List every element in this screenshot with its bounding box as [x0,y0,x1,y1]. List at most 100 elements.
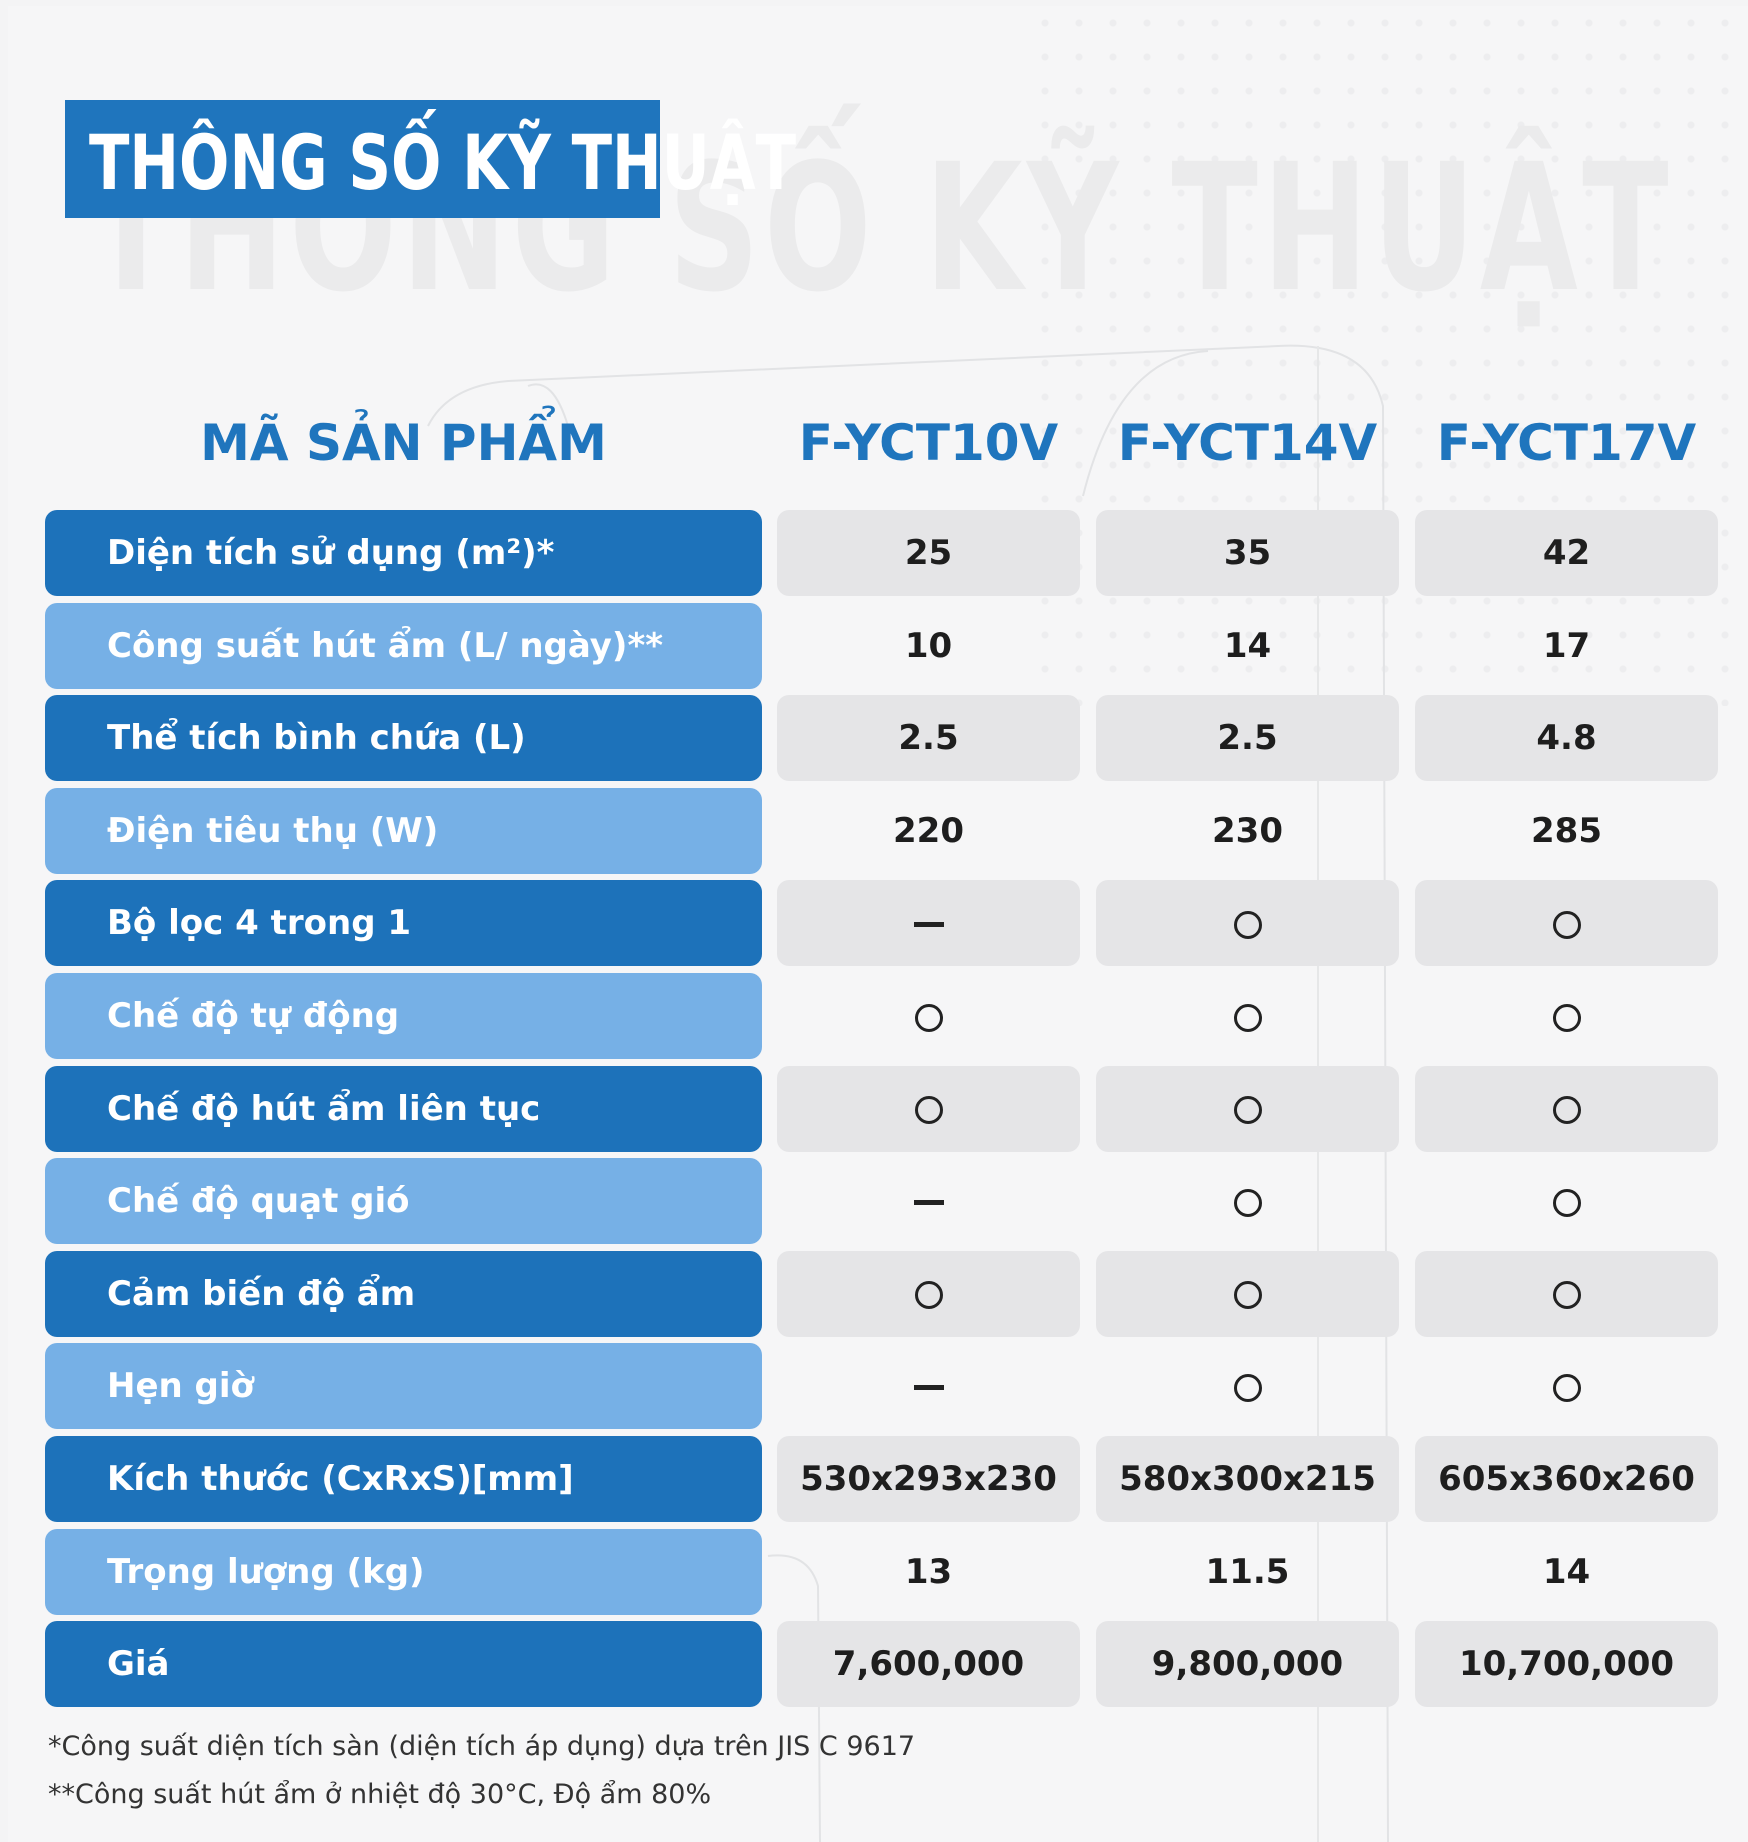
value-cell [1415,1158,1718,1244]
table-row: Diện tích sử dụng (m²)* 25 35 42 [8,510,1748,596]
circle-icon [1552,910,1581,939]
row-label-cell: Kích thước (CxRxS)[mm] [45,1436,762,1522]
value-cell: 285 [1415,788,1718,874]
cell-value: 530x293x230 [800,1459,1057,1499]
row-label-cell: Giá [45,1621,762,1708]
row-label: Thể tích bình chứa (L) [107,718,526,759]
circle-icon [914,1003,943,1032]
row-label-cell: Chế độ quạt gió [45,1158,762,1245]
dash-icon [913,1385,944,1391]
value-cell: 7,600,000 [777,1621,1080,1708]
table-row: Công suất hút ẩm (L/ ngày)** 10 14 17 [8,602,1748,689]
value-cell: 580x300x215 [1096,1436,1399,1522]
circle-icon [1233,1373,1262,1402]
circle-icon [1233,1003,1262,1032]
value-cell [777,880,1080,967]
value-cell [1415,973,1718,1059]
row-label: Diện tích sử dụng (m²)* [107,533,555,573]
value-cell [777,973,1080,1059]
cell-value: 4.8 [1536,718,1597,759]
value-cell: 230 [1096,788,1399,874]
circle-icon [1552,1188,1581,1217]
cell-value: 13 [904,1551,953,1592]
circle-icon [1552,1281,1581,1310]
row-label: Bộ lọc 4 trong 1 [107,903,412,944]
value-cell [777,1250,1080,1337]
header-model-2-cell: F-YCT14V [1096,414,1399,494]
row-label-cell: Thể tích bình chứa (L) [45,695,762,782]
spec-sheet: THÔNG SỐ KỸ THUẬT THÔNG SỐ KỸ THUẬT MÃ S… [8,6,1748,1842]
cell-value: 14 [1542,1551,1591,1592]
table-row: Bộ lọc 4 trong 1 [8,880,1748,967]
footnote-1: *Công suất diện tích sàn (diện tích áp d… [48,1731,916,1762]
value-cell [1096,880,1399,967]
value-cell: 10,700,000 [1415,1621,1718,1708]
row-label: Chế độ hút ẩm liên tục [107,1088,541,1129]
cell-value: 230 [1212,810,1283,851]
value-cell [1415,1065,1718,1152]
row-label: Chế độ quạt gió [107,1181,410,1222]
header-label-cell: MÃ SẢN PHẨM [45,414,762,494]
circle-icon [1552,1373,1581,1402]
circle-icon [1233,910,1262,939]
value-cell: 42 [1415,510,1718,596]
circle-icon [914,1096,943,1125]
value-cell: 10 [777,603,1080,689]
row-label: Giá [107,1644,170,1685]
table-row: Cảm biến độ ẩm [8,1250,1748,1337]
value-cell: 14 [1096,603,1399,689]
header-model-1: F-YCT10V [798,414,1059,472]
value-cell: 11.5 [1096,1529,1399,1615]
table-row: Kích thước (CxRxS)[mm] 530x293x230 580x300… [8,1436,1748,1522]
value-cell [1096,1250,1399,1337]
value-cell [1415,1343,1718,1429]
value-cell: 4.8 [1415,695,1718,782]
value-cell [1096,1343,1399,1429]
value-cell: 605x360x260 [1415,1436,1718,1522]
row-label-cell: Trọng lượng (kg) [45,1528,762,1615]
dash-icon [913,1200,944,1206]
header-label: MÃ SẢN PHẨM [200,414,607,472]
row-label-cell: Công suất hút ẩm (L/ ngày)** [45,602,762,689]
value-cell [1415,880,1718,967]
row-label: Trọng lượng (kg) [107,1551,425,1592]
row-label: Cảm biến độ ẩm [107,1273,416,1314]
title-banner: THÔNG SỐ KỸ THUẬT [65,100,796,218]
row-label-cell: Chế độ tự động [45,973,762,1059]
cell-value: 2.5 [898,718,959,759]
cell-value: 11.5 [1205,1551,1290,1592]
row-label-cell: Diện tích sử dụng (m²)* [45,510,762,596]
table-row: Chế độ quạt gió [8,1158,1748,1245]
cell-value: 580x300x215 [1119,1459,1376,1499]
circle-icon [1552,1096,1581,1125]
value-cell: 530x293x230 [777,1436,1080,1522]
table-row: Chế độ hút ẩm liên tục [8,1065,1748,1152]
header-model-3: F-YCT17V [1436,414,1697,472]
row-label: Kích thước (CxRxS)[mm] [107,1459,574,1499]
row-label: Hẹn giờ [107,1366,254,1407]
row-label-cell: Điện tiêu thụ (W) [45,787,762,874]
cell-value: 17 [1542,625,1591,666]
cell-value: 2.5 [1217,718,1278,759]
value-cell: 9,800,000 [1096,1621,1399,1708]
value-cell: 35 [1096,510,1399,596]
footnote-2: **Công suất hút ẩm ở nhiệt độ 30°C, Độ ẩ… [48,1779,712,1810]
table-row: Hẹn giờ [8,1343,1748,1430]
cell-value: 10 [904,625,953,666]
cell-value: 35 [1223,533,1272,573]
circle-icon [914,1281,943,1310]
cell-value: 25 [904,533,953,573]
circle-icon [1552,1003,1581,1032]
value-cell [1096,1065,1399,1152]
value-cell [1096,1158,1399,1244]
table-row: Thể tích bình chứa (L) 2.5 2.5 4.8 [8,695,1748,782]
table-row: Điện tiêu thụ (W) 220 230 285 [8,787,1748,874]
table-row: Giá 7,600,000 9,800,000 10,700,000 [8,1621,1748,1708]
value-cell: 220 [777,788,1080,874]
table-row: Trọng lượng (kg) 13 11.5 14 [8,1528,1748,1615]
cell-value: 285 [1531,810,1602,851]
cell-value: 14 [1223,625,1272,666]
page-title: THÔNG SỐ KỸ THUẬT [89,118,797,207]
row-label-cell: Bộ lọc 4 trong 1 [45,880,762,967]
row-label-cell: Hẹn giờ [45,1343,762,1430]
